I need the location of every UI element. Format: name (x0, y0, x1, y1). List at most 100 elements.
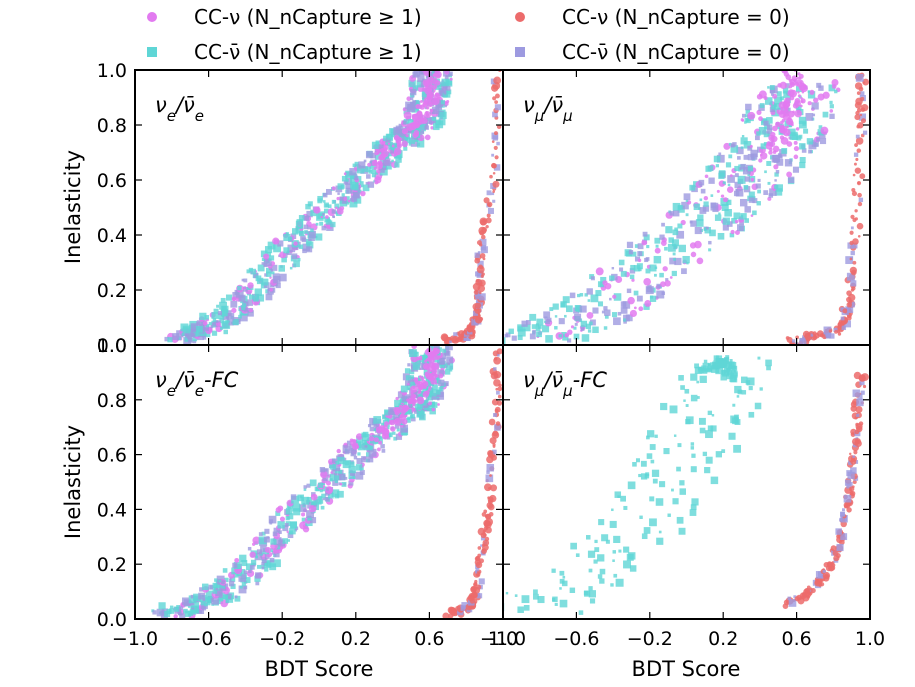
point-nubar_nocap (747, 145, 753, 151)
point-nubar_cap (715, 164, 719, 168)
y-tick-label: 1.0 (97, 60, 127, 82)
point-nu_cap (431, 362, 440, 371)
point-nubar_nocap (656, 290, 665, 299)
point-nu_cap (399, 413, 404, 418)
point-nubar_cap (671, 270, 677, 277)
point-nubar_nocap (398, 123, 403, 128)
point-nubar_cap (211, 330, 218, 336)
point-nubar_nocap (816, 82, 822, 88)
point-nubar_cap (417, 403, 423, 409)
point-nubar_nocap (343, 180, 348, 185)
point-nubar_cap (181, 332, 185, 336)
point-nubar_nocap (263, 536, 270, 543)
point-nubar_cap (383, 135, 389, 142)
point-nubar_cap (589, 598, 596, 604)
point-nu_cap (793, 140, 798, 145)
point-nubar_cap (406, 409, 412, 415)
point-nubar_nocap (486, 463, 495, 472)
point-nu_cap (586, 311, 594, 319)
point-nubar_cap (301, 496, 310, 505)
point-nu_nocap (494, 155, 499, 160)
point-nu_nocap (473, 582, 478, 587)
point-nu_nocap (853, 162, 857, 166)
point-nu_cap (336, 207, 344, 215)
point-nubar_nocap (350, 447, 357, 454)
point-nubar_nocap (182, 597, 190, 605)
point-nubar_cap (212, 318, 217, 322)
point-nubar_cap (337, 490, 344, 498)
point-nu_cap (263, 253, 270, 260)
point-nu_nocap (854, 438, 861, 445)
point-nu_nocap (451, 611, 456, 617)
point-nubar_cap (416, 413, 421, 418)
point-nubar_nocap (344, 476, 348, 480)
point-nubar_cap (713, 155, 721, 163)
point-nubar_cap (758, 126, 767, 135)
point-nu_cap (367, 162, 372, 167)
point-nubar_cap (321, 493, 326, 499)
point-nubar_nocap (287, 532, 294, 539)
point-nubar_cap (721, 203, 729, 211)
point-nubar_nocap (410, 416, 416, 422)
point-nubar_cap (593, 559, 598, 564)
point-nu_nocap (487, 450, 494, 457)
point-nubar_cap (774, 103, 781, 110)
point-nu_cap (689, 242, 697, 249)
point-nu_cap (377, 160, 383, 166)
point-nubar_cap (297, 257, 301, 262)
point-nubar_nocap (425, 397, 430, 401)
point-nubar_cap (230, 583, 236, 589)
point-nubar_cap (651, 469, 660, 477)
point-nubar_nocap (738, 167, 742, 171)
point-nubar_cap (727, 183, 731, 187)
point-nubar_cap (614, 491, 622, 498)
point-nu_cap (740, 118, 744, 122)
point-nubar_cap (727, 369, 733, 376)
point-nu_cap (669, 276, 673, 279)
point-nubar_nocap (444, 104, 447, 108)
y-tick-label: 0.0 (97, 609, 127, 631)
point-nu_cap (403, 111, 412, 120)
point-nubar_nocap (847, 471, 855, 480)
point-nubar_cap (386, 133, 393, 140)
panel-frame (502, 344, 871, 620)
point-nubar_cap (388, 144, 394, 150)
point-nubar_cap (419, 409, 425, 416)
point-nubar_cap (640, 460, 647, 467)
point-nu_cap (794, 109, 802, 118)
point-nubar_nocap (700, 188, 706, 194)
point-nu_cap (749, 144, 753, 148)
point-nubar_cap (613, 535, 621, 544)
point-nubar_cap (817, 129, 824, 136)
point-nubar_nocap (743, 154, 749, 160)
point-nubar_cap (438, 118, 446, 126)
point-nubar_cap (327, 492, 334, 499)
point-nu_cap (406, 96, 412, 102)
point-nubar_cap (261, 531, 266, 536)
point-nubar_cap (641, 533, 648, 540)
point-nu_cap (251, 542, 256, 546)
point-nubar_nocap (419, 70, 425, 75)
point-nubar_cap (798, 116, 807, 124)
point-nubar_cap (252, 295, 259, 302)
point-nu_nocap (849, 452, 852, 456)
point-nu_cap (799, 104, 803, 108)
point-nubar_cap (729, 375, 736, 383)
point-nubar_cap (782, 88, 789, 94)
point-nubar_nocap (819, 137, 827, 145)
point-nu_cap (644, 300, 652, 307)
point-nubar_cap (167, 337, 173, 343)
point-nubar_nocap (272, 273, 280, 281)
point-nubar_cap (445, 362, 454, 370)
point-nu_cap (758, 116, 763, 122)
point-nubar_cap (365, 452, 371, 457)
point-nubar_nocap (858, 197, 864, 203)
point-nubar_cap (250, 559, 257, 566)
point-nu_cap (393, 134, 400, 140)
point-nubar_cap (618, 259, 625, 266)
point-nubar_cap (521, 595, 530, 604)
point-nubar_nocap (494, 424, 501, 431)
point-nubar_cap (747, 165, 754, 172)
point-nubar_cap (671, 239, 679, 247)
point-nubar_cap (183, 608, 188, 614)
